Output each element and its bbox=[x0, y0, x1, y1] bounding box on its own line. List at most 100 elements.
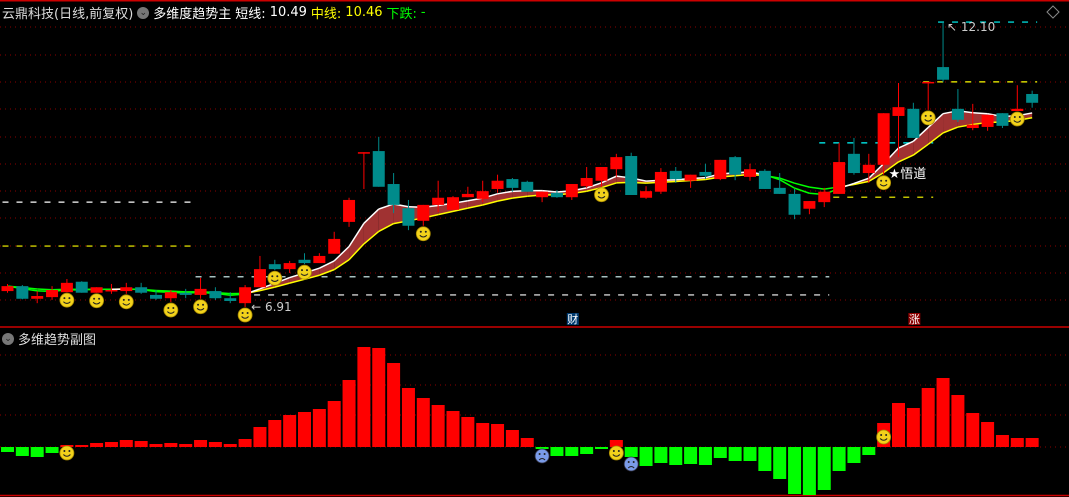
mid-line-segment bbox=[809, 186, 825, 190]
zhang-marker-text: 涨 bbox=[909, 313, 920, 326]
sub-panel-header: ⌄ 多维趋势副图 bbox=[2, 329, 96, 348]
eye bbox=[202, 303, 205, 306]
candle-body bbox=[417, 204, 430, 221]
histogram-bar bbox=[1010, 438, 1024, 447]
candle bbox=[432, 180, 445, 213]
histogram-bar bbox=[446, 411, 460, 447]
main-header: 云鼎科技(日线,前复权) ⌄ 多维度趋势主 短线: 10.49 中线: 10.46 … bbox=[2, 3, 426, 22]
eye bbox=[197, 303, 200, 306]
histogram-bar bbox=[223, 444, 237, 447]
candle-body bbox=[1, 286, 14, 292]
candle-body bbox=[521, 181, 534, 192]
histogram-bar bbox=[639, 447, 653, 466]
candle bbox=[447, 196, 459, 210]
histogram-bar bbox=[654, 447, 668, 463]
histogram-bar bbox=[30, 447, 44, 457]
candle bbox=[862, 153, 875, 183]
smiley-icon bbox=[876, 175, 892, 191]
smiley-icon bbox=[193, 299, 208, 315]
diamond-icon[interactable] bbox=[1046, 5, 1060, 19]
candle bbox=[981, 114, 994, 131]
candle bbox=[610, 153, 623, 177]
candle bbox=[313, 253, 326, 264]
histogram-bar bbox=[416, 398, 430, 447]
histogram-bar bbox=[401, 388, 415, 447]
short-line-segment bbox=[898, 140, 914, 149]
candle bbox=[892, 83, 905, 158]
histogram-bar bbox=[476, 423, 490, 447]
candle bbox=[343, 197, 356, 227]
mouth bbox=[300, 273, 309, 276]
histogram-bar bbox=[862, 447, 876, 455]
mid-line-segment bbox=[37, 288, 53, 291]
histogram-bar bbox=[520, 438, 534, 447]
eye bbox=[1018, 116, 1021, 119]
candle-body bbox=[224, 298, 237, 301]
short-line-segment bbox=[586, 182, 602, 189]
candle bbox=[150, 289, 162, 300]
histogram-bar bbox=[312, 409, 326, 447]
candle-body bbox=[46, 289, 59, 298]
face bbox=[1009, 111, 1025, 127]
short-line-segment bbox=[853, 177, 870, 185]
face bbox=[534, 448, 550, 464]
histogram-bar bbox=[194, 440, 208, 447]
short-label: 短线: bbox=[235, 7, 266, 22]
histogram-bar bbox=[624, 447, 638, 457]
dropdown-circle-icon[interactable]: ⌄ bbox=[137, 6, 150, 19]
candle-body bbox=[105, 289, 118, 292]
trend-fill bbox=[586, 182, 602, 192]
eye bbox=[306, 269, 308, 272]
histogram-bar bbox=[1, 447, 14, 452]
histogram-bar bbox=[119, 440, 133, 447]
frown-icon bbox=[623, 456, 639, 472]
mouth bbox=[879, 438, 888, 441]
zhang-marker[interactable]: 涨 bbox=[908, 313, 921, 326]
short-line-segment bbox=[497, 190, 513, 195]
mouth bbox=[122, 302, 131, 306]
cai-marker[interactable]: 财 bbox=[566, 312, 579, 326]
candle-body bbox=[550, 192, 563, 198]
candle bbox=[818, 187, 831, 208]
short-line-segment bbox=[868, 163, 885, 179]
stock-title[interactable]: 云鼎科技(日线,前复权) bbox=[2, 7, 134, 22]
candle bbox=[372, 136, 385, 187]
mid-line-segment bbox=[601, 182, 617, 189]
mid-line-segment bbox=[512, 195, 528, 199]
mid-label: 中线: bbox=[310, 7, 342, 22]
candle-body bbox=[268, 264, 281, 270]
candle bbox=[179, 288, 192, 299]
candle bbox=[283, 260, 296, 273]
candle bbox=[491, 174, 504, 193]
candle-body bbox=[60, 282, 73, 293]
trend-fill bbox=[274, 277, 290, 288]
short-line-segment bbox=[542, 189, 558, 193]
candle-body bbox=[283, 263, 296, 270]
histogram-bar bbox=[372, 348, 386, 447]
candle bbox=[758, 169, 771, 189]
histogram-bar bbox=[431, 405, 445, 447]
candle-body bbox=[788, 193, 801, 215]
dropdown-circle-icon[interactable]: ⌄ bbox=[2, 332, 14, 345]
smiley-icon bbox=[1009, 111, 1025, 127]
candle-body bbox=[387, 184, 400, 205]
down-label: 下跌: bbox=[386, 7, 417, 22]
smiley-icon bbox=[876, 429, 892, 445]
candle-body bbox=[90, 287, 103, 293]
candle-body bbox=[610, 157, 623, 170]
histogram-bar bbox=[298, 412, 311, 447]
candle-body bbox=[580, 177, 593, 187]
short-line-segment bbox=[319, 260, 335, 269]
mid-value: 10.46 bbox=[345, 5, 383, 20]
candle bbox=[640, 186, 653, 199]
eye bbox=[276, 275, 279, 278]
histogram-bar bbox=[758, 447, 772, 471]
cai-marker-bg bbox=[566, 313, 579, 325]
candle-body bbox=[862, 164, 875, 174]
face bbox=[876, 175, 892, 191]
histogram-bar bbox=[461, 417, 475, 447]
candle-body bbox=[996, 113, 1009, 126]
eye bbox=[612, 450, 615, 452]
candle bbox=[239, 285, 252, 307]
